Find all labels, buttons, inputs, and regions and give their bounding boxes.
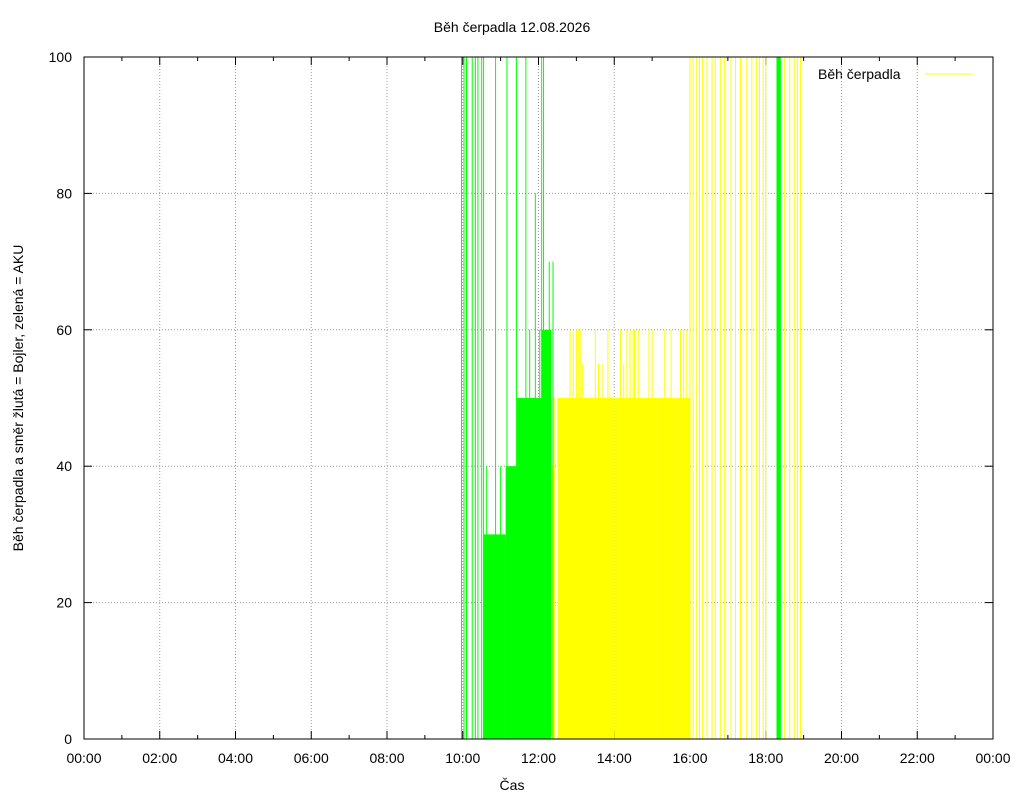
y-tick-label: 40 bbox=[56, 458, 72, 474]
x-tick-label: 00:00 bbox=[66, 750, 101, 766]
x-tick-label: 18:00 bbox=[748, 750, 783, 766]
y-tick-label: 80 bbox=[56, 185, 72, 201]
series-1-block bbox=[776, 57, 781, 739]
y-tick-label: 20 bbox=[56, 595, 72, 611]
x-tick-label: 04:00 bbox=[218, 750, 253, 766]
x-tick-label: 12:00 bbox=[521, 750, 556, 766]
y-tick-label: 0 bbox=[64, 731, 72, 747]
x-tick-label: 02:00 bbox=[142, 750, 177, 766]
x-tick-label: 16:00 bbox=[672, 750, 707, 766]
x-tick-label: 06:00 bbox=[294, 750, 329, 766]
series-1-block bbox=[505, 466, 518, 739]
y-tick-label: 100 bbox=[49, 49, 73, 65]
legend-label: Běh čerpadla bbox=[818, 66, 901, 82]
series-0-block bbox=[658, 398, 677, 739]
x-tick-label: 08:00 bbox=[369, 750, 404, 766]
series-0-block bbox=[614, 398, 659, 739]
y-tick-label: 60 bbox=[56, 322, 72, 338]
x-tick-label: 14:00 bbox=[597, 750, 632, 766]
x-axis-label: Čas bbox=[499, 777, 525, 793]
chart-title: Běh čerpadla 12.08.2026 bbox=[433, 19, 591, 35]
x-tick-label: 10:00 bbox=[445, 750, 480, 766]
x-tick-label: 20:00 bbox=[824, 750, 859, 766]
plot-border bbox=[83, 56, 994, 740]
x-tick-label: 00:00 bbox=[975, 750, 1010, 766]
series-0-block bbox=[676, 398, 690, 739]
x-tick-label: 22:00 bbox=[900, 750, 935, 766]
